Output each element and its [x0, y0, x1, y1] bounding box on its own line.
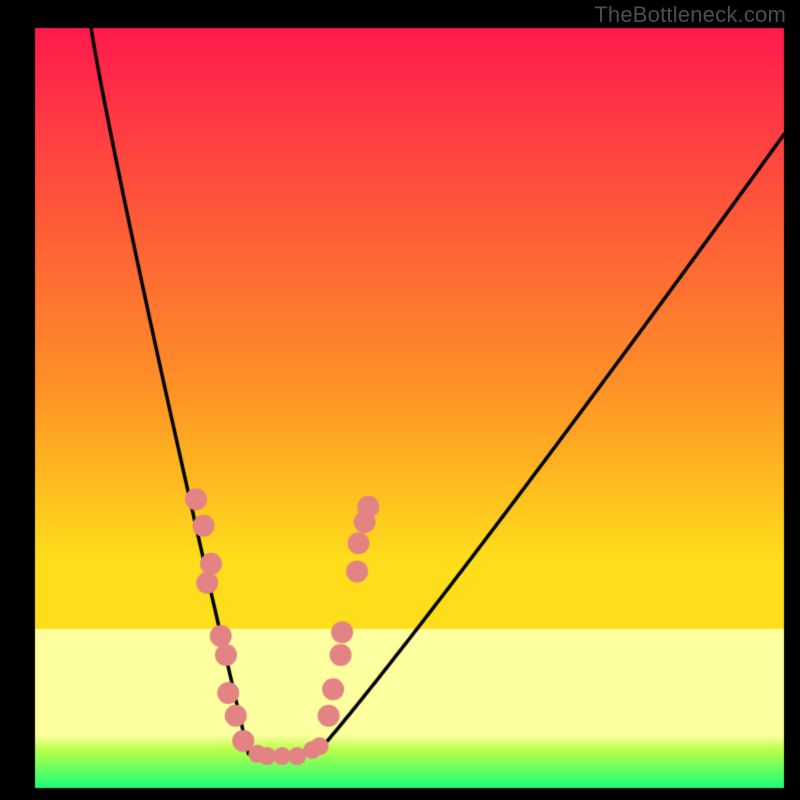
bottleneck-curve-plot: [0, 0, 800, 800]
site-branding: TheBottleneck.com: [594, 2, 786, 28]
chart-stage: TheBottleneck.com: [0, 0, 800, 800]
